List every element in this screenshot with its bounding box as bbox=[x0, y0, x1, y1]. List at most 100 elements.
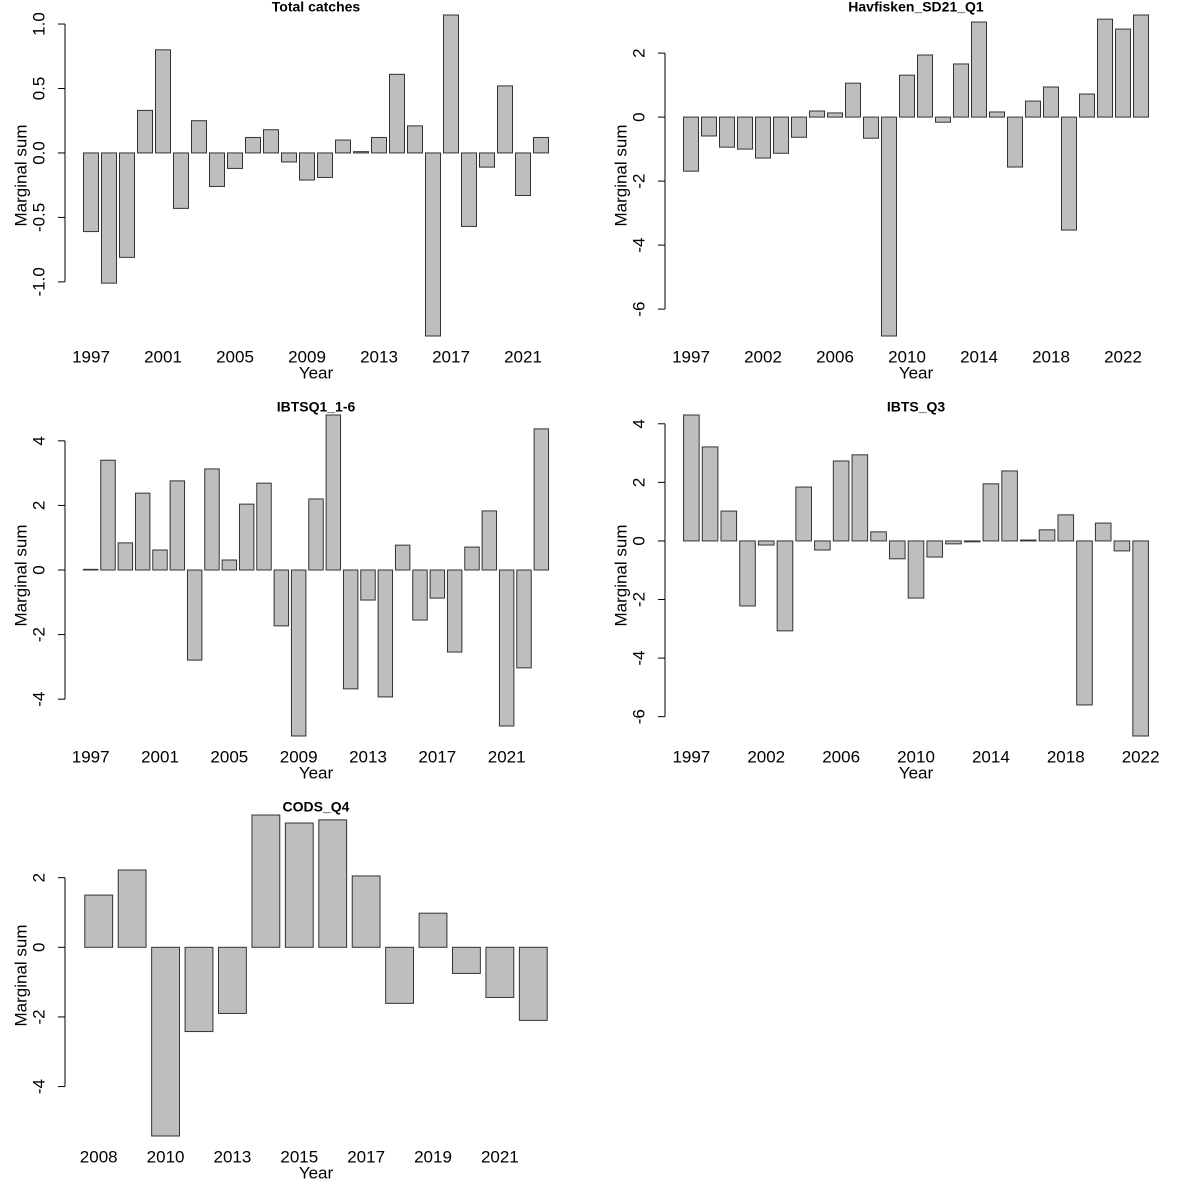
bar bbox=[773, 116, 789, 154]
bar bbox=[325, 414, 342, 571]
bar bbox=[832, 460, 850, 542]
x-tick-label: 2002 bbox=[747, 747, 785, 766]
panel-title: IBTSQ1_1-6 bbox=[277, 399, 356, 415]
y-axis-label: Marginal sum bbox=[11, 124, 30, 226]
bar bbox=[1061, 116, 1077, 231]
bar bbox=[720, 510, 738, 542]
panel-title: IBTS_Q3 bbox=[887, 399, 946, 415]
y-axis-label: Marginal sum bbox=[11, 924, 30, 1026]
bar bbox=[184, 946, 214, 1033]
bar bbox=[209, 152, 225, 187]
x-tick-label: 2005 bbox=[210, 747, 248, 766]
bar bbox=[809, 110, 825, 118]
y-tick-label: 2 bbox=[29, 873, 48, 882]
x-tick-label: 2013 bbox=[349, 747, 387, 766]
bar bbox=[169, 480, 186, 571]
y-axis-label: Marginal sum bbox=[11, 524, 30, 626]
bar bbox=[899, 74, 915, 118]
y-tick-label: 1.0 bbox=[29, 12, 48, 36]
bar bbox=[1001, 470, 1018, 542]
y-tick-label: 0 bbox=[29, 943, 48, 952]
bar bbox=[739, 540, 756, 607]
bar bbox=[273, 569, 290, 627]
bar bbox=[385, 946, 414, 1004]
y-axis-label: Marginal sum bbox=[611, 124, 630, 226]
bar bbox=[186, 569, 203, 661]
x-tick-label: 1997 bbox=[72, 347, 110, 366]
y-tick-label: 0.0 bbox=[29, 141, 48, 165]
panel-title: Total catches bbox=[272, 0, 361, 15]
bar bbox=[152, 549, 168, 571]
bar bbox=[117, 869, 147, 948]
bar bbox=[1132, 540, 1149, 737]
bar bbox=[917, 54, 933, 118]
bar bbox=[117, 542, 134, 571]
bar bbox=[755, 116, 771, 159]
bar bbox=[318, 819, 348, 948]
x-tick-label: 2013 bbox=[214, 1147, 252, 1166]
y-tick-label: -6 bbox=[629, 709, 648, 724]
bar bbox=[204, 468, 220, 571]
x-tick-label: 2006 bbox=[816, 347, 854, 366]
bar bbox=[82, 568, 99, 571]
x-tick-label: 2002 bbox=[744, 347, 782, 366]
bar bbox=[926, 540, 944, 558]
bar bbox=[299, 152, 315, 181]
x-tick-label: 2014 bbox=[972, 747, 1010, 766]
bar bbox=[1043, 86, 1059, 118]
x-tick-label: 2017 bbox=[347, 1147, 385, 1166]
bar bbox=[371, 136, 387, 154]
bar bbox=[429, 569, 446, 599]
y-tick-label: -0.5 bbox=[29, 203, 48, 232]
bar bbox=[1057, 514, 1075, 542]
x-tick-label: 2017 bbox=[418, 747, 456, 766]
bar bbox=[308, 498, 324, 571]
bar bbox=[1079, 93, 1095, 118]
bar bbox=[719, 116, 735, 148]
bar bbox=[498, 569, 515, 727]
y-tick-label: 4 bbox=[29, 436, 48, 445]
x-tick-label: 2006 bbox=[822, 747, 860, 766]
bar bbox=[245, 136, 261, 154]
bar bbox=[814, 540, 831, 551]
bar bbox=[134, 492, 151, 571]
bar bbox=[1038, 529, 1056, 542]
x-tick-label: 2009 bbox=[280, 747, 318, 766]
x-tick-label: 1997 bbox=[672, 747, 710, 766]
bar bbox=[443, 14, 459, 154]
x-axis-label: Year bbox=[299, 1163, 334, 1182]
bar bbox=[497, 85, 513, 154]
x-tick-label: 2010 bbox=[147, 1147, 185, 1166]
bar bbox=[377, 569, 394, 698]
x-tick-label: 1997 bbox=[72, 747, 110, 766]
x-tick-label: 2001 bbox=[144, 347, 182, 366]
bar bbox=[533, 428, 550, 571]
bar bbox=[1025, 100, 1041, 118]
bar bbox=[238, 503, 255, 571]
bar bbox=[971, 21, 987, 118]
bar bbox=[342, 569, 359, 690]
bar bbox=[1020, 539, 1037, 542]
x-tick-label: 2021 bbox=[481, 1147, 519, 1166]
x-tick-label: 2018 bbox=[1047, 747, 1085, 766]
bar bbox=[701, 446, 719, 542]
bar bbox=[935, 116, 951, 123]
bar bbox=[100, 459, 116, 571]
x-axis-label: Year bbox=[299, 763, 334, 782]
x-axis-label: Year bbox=[899, 763, 934, 782]
y-tick-label: 2 bbox=[29, 501, 48, 510]
bar bbox=[1133, 14, 1149, 118]
bar bbox=[888, 540, 906, 560]
bar bbox=[1076, 540, 1093, 706]
bar bbox=[191, 120, 207, 154]
bar bbox=[982, 483, 1000, 542]
bar bbox=[945, 540, 962, 545]
bar bbox=[1094, 522, 1112, 542]
bar bbox=[485, 946, 515, 998]
y-tick-label: -2 bbox=[629, 174, 648, 189]
bar bbox=[1115, 28, 1131, 118]
bar bbox=[989, 111, 1005, 118]
y-tick-label: 4 bbox=[629, 419, 648, 428]
x-tick-label: 2022 bbox=[1122, 747, 1160, 766]
